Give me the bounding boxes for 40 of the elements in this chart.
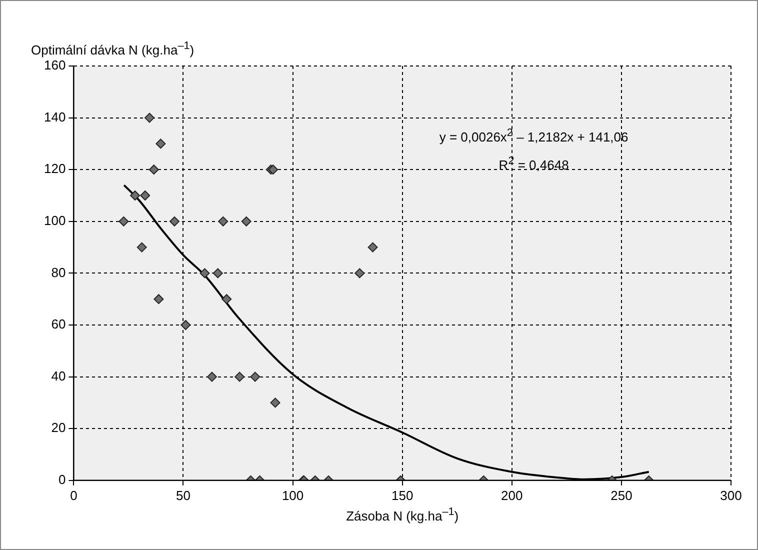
y-tick-label: 140	[44, 109, 66, 124]
point	[234, 372, 245, 382]
y-tick-label: 60	[51, 316, 66, 332]
point	[156, 138, 166, 149]
y-tick-label: 20	[51, 420, 66, 436]
y-tick-label: 80	[51, 264, 66, 280]
x-tick-label: 250	[610, 488, 632, 503]
x-axis-title: Zásoba N (kg.ha$^{–1}$)	[346, 506, 459, 524]
y-tick-label: 0	[58, 472, 66, 487]
point	[169, 216, 180, 226]
x-tick-label: 50	[176, 488, 190, 503]
point	[241, 216, 252, 226]
y-axis-title: Optimální dávka N (kg.ha$^{–1}$)	[31, 40, 194, 58]
point	[118, 216, 129, 226]
point	[148, 164, 159, 175]
annotation: y = 0,0026x$^{2}$ – 1,2182x + 141,06	[439, 126, 628, 146]
point	[268, 164, 278, 175]
point	[136, 242, 147, 252]
point	[212, 268, 223, 278]
point	[354, 268, 365, 278]
point	[250, 372, 260, 382]
x-tick-label: 200	[501, 488, 523, 503]
point	[144, 112, 154, 123]
point	[206, 372, 217, 382]
point	[130, 190, 140, 200]
x-tick-label: 150	[391, 488, 414, 503]
point	[200, 268, 210, 278]
point	[154, 294, 164, 304]
x-tick-label: 0	[70, 488, 78, 503]
point	[218, 216, 228, 226]
x-tick-label: 300	[720, 488, 742, 503]
y-tick-label: 40	[51, 368, 66, 384]
y-tick-label: 160	[44, 58, 66, 73]
x-tick-label: 100	[282, 488, 304, 503]
y-tick-label: 100	[44, 212, 66, 228]
point	[180, 320, 191, 330]
point	[140, 190, 150, 200]
point	[222, 294, 232, 304]
point	[368, 242, 378, 252]
y-tick-label: 120	[44, 161, 66, 176]
